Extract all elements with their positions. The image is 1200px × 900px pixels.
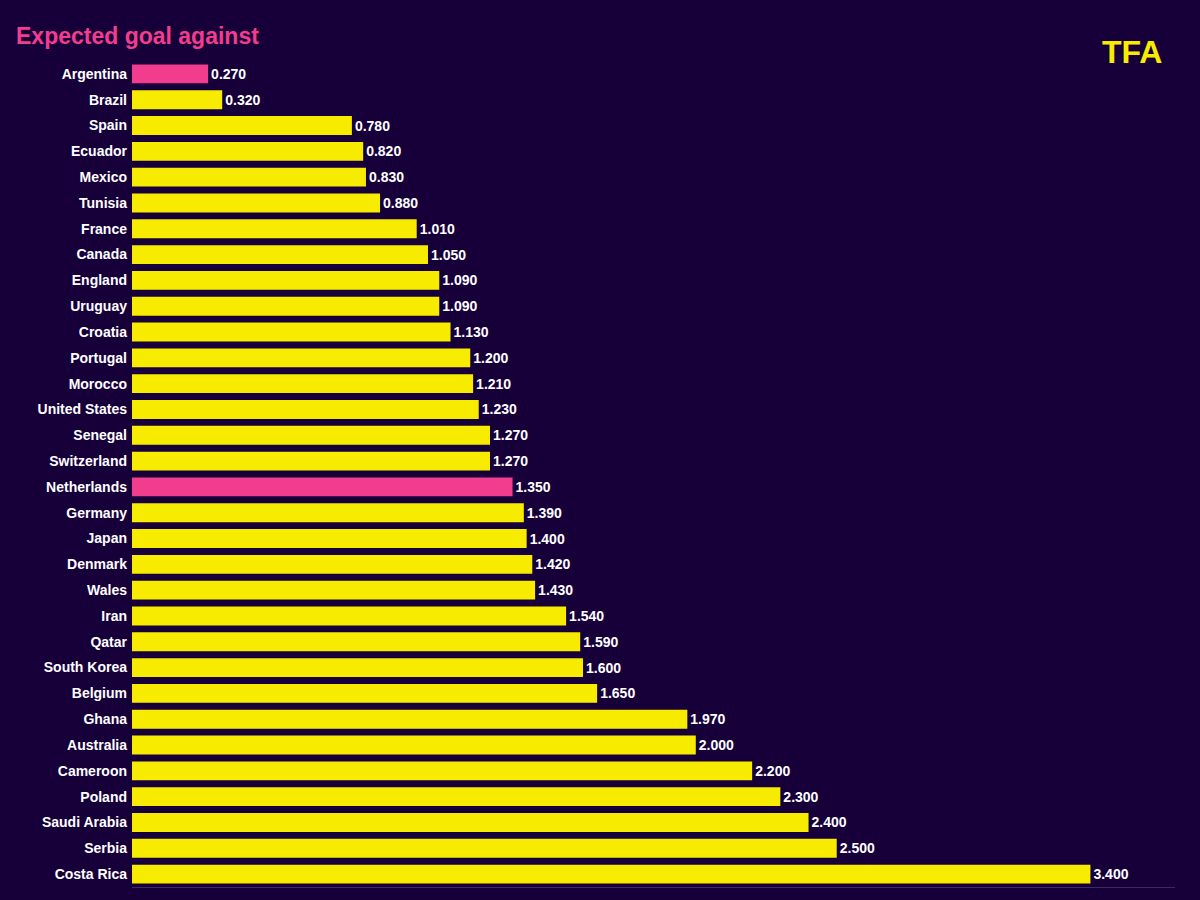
- svg-text:1.400: 1.400: [530, 531, 565, 547]
- svg-text:Portugal: Portugal: [70, 350, 127, 366]
- svg-text:2.400: 2.400: [812, 814, 847, 830]
- svg-text:Saudi Arabia: Saudi Arabia: [42, 814, 127, 830]
- svg-text:1.650: 1.650: [600, 685, 635, 701]
- svg-text:1.200: 1.200: [473, 350, 508, 366]
- svg-text:Denmark: Denmark: [67, 556, 127, 572]
- svg-text:2.300: 2.300: [783, 789, 818, 805]
- svg-text:TFA: TFA: [1102, 34, 1162, 70]
- svg-text:Belgium: Belgium: [72, 685, 127, 701]
- svg-text:1.970: 1.970: [690, 711, 725, 727]
- svg-text:Argentina: Argentina: [62, 66, 128, 82]
- svg-text:Serbia: Serbia: [84, 840, 127, 856]
- svg-text:2.200: 2.200: [755, 763, 790, 779]
- svg-text:Switzerland: Switzerland: [49, 453, 127, 469]
- svg-text:South Korea: South Korea: [44, 659, 127, 675]
- svg-text:Brazil: Brazil: [89, 92, 127, 108]
- svg-text:0.880: 0.880: [383, 195, 418, 211]
- svg-text:3.400: 3.400: [1093, 866, 1128, 882]
- svg-text:Expected goal against: Expected goal against: [16, 23, 259, 49]
- svg-text:Japan: Japan: [87, 530, 127, 546]
- svg-text:1.350: 1.350: [516, 479, 551, 495]
- svg-text:1.540: 1.540: [569, 608, 604, 624]
- svg-text:Mexico: Mexico: [80, 169, 127, 185]
- svg-text:Australia: Australia: [67, 737, 127, 753]
- svg-text:0.830: 0.830: [369, 169, 404, 185]
- svg-text:Qatar: Qatar: [90, 634, 127, 650]
- svg-text:Canada: Canada: [76, 246, 127, 262]
- svg-text:1.230: 1.230: [482, 401, 517, 417]
- svg-text:1.430: 1.430: [538, 582, 573, 598]
- svg-text:Ghana: Ghana: [83, 711, 127, 727]
- svg-text:0.320: 0.320: [225, 92, 260, 108]
- svg-text:Morocco: Morocco: [69, 376, 127, 392]
- svg-text:Poland: Poland: [80, 789, 127, 805]
- svg-text:1.600: 1.600: [586, 660, 621, 676]
- svg-text:France: France: [81, 221, 127, 237]
- svg-text:United States: United States: [38, 401, 128, 417]
- svg-text:Senegal: Senegal: [73, 427, 127, 443]
- svg-text:0.780: 0.780: [355, 118, 390, 134]
- svg-text:2.000: 2.000: [699, 737, 734, 753]
- svg-text:1.270: 1.270: [493, 427, 528, 443]
- svg-text:Spain: Spain: [89, 117, 127, 133]
- svg-text:1.420: 1.420: [535, 556, 570, 572]
- svg-text:0.270: 0.270: [211, 66, 246, 82]
- svg-text:1.270: 1.270: [493, 453, 528, 469]
- svg-text:Tunisia: Tunisia: [79, 195, 127, 211]
- svg-text:1.090: 1.090: [442, 272, 477, 288]
- svg-text:Cameroon: Cameroon: [58, 763, 127, 779]
- svg-text:1.590: 1.590: [583, 634, 618, 650]
- svg-text:Croatia: Croatia: [79, 324, 127, 340]
- svg-text:Ecuador: Ecuador: [71, 143, 128, 159]
- svg-text:2.500: 2.500: [840, 840, 875, 856]
- svg-text:1.090: 1.090: [442, 298, 477, 314]
- svg-text:Wales: Wales: [87, 582, 127, 598]
- svg-text:Costa Rica: Costa Rica: [55, 866, 128, 882]
- svg-text:Netherlands: Netherlands: [46, 479, 127, 495]
- svg-text:Uruguay: Uruguay: [70, 298, 127, 314]
- svg-text:Iran: Iran: [101, 608, 127, 624]
- svg-text:Germany: Germany: [66, 505, 127, 521]
- svg-text:1.050: 1.050: [431, 247, 466, 263]
- svg-text:1.390: 1.390: [527, 505, 562, 521]
- svg-text:1.010: 1.010: [420, 221, 455, 237]
- svg-text:England: England: [72, 272, 127, 288]
- svg-text:0.820: 0.820: [366, 143, 401, 159]
- svg-text:1.130: 1.130: [454, 324, 489, 340]
- svg-text:1.210: 1.210: [476, 376, 511, 392]
